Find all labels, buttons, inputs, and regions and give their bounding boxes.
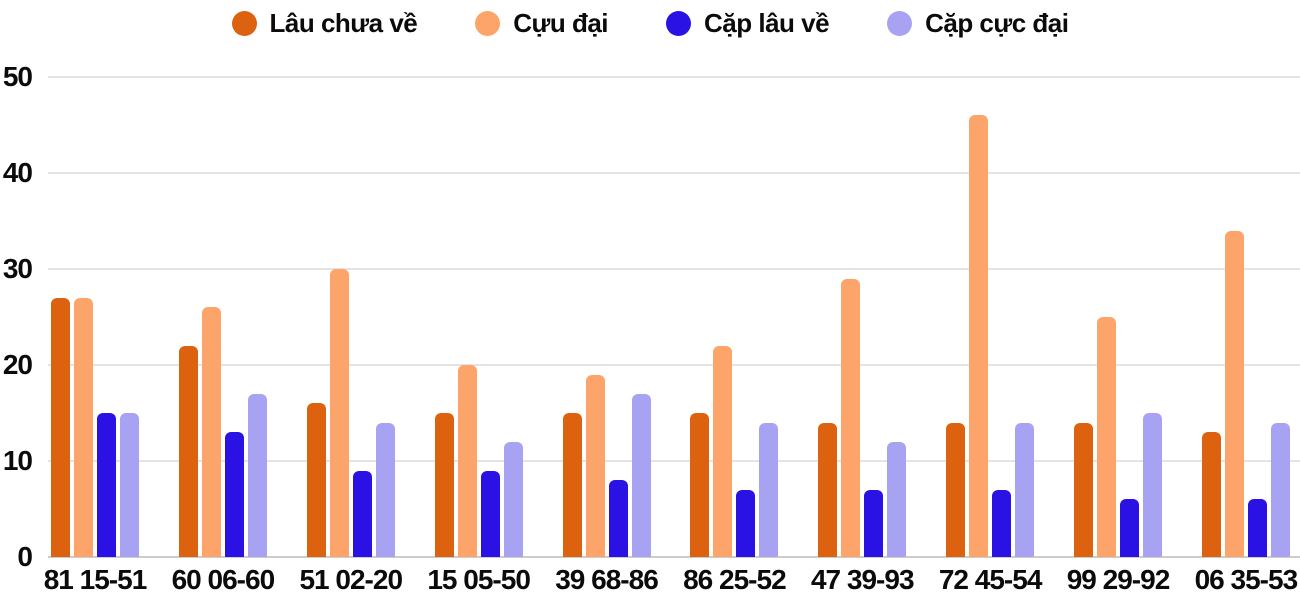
gridline: [48, 268, 1300, 270]
bar: [503, 441, 523, 557]
bar: [178, 345, 198, 557]
bar: [841, 278, 861, 557]
bar: [713, 345, 733, 557]
y-tick-label: 40: [2, 157, 33, 188]
bar: [690, 413, 710, 557]
x-axis-label: 99 29-92: [1066, 564, 1171, 595]
gridline: [48, 364, 1300, 366]
legend-dot: [666, 11, 692, 36]
bar-group: 51 02-20: [299, 77, 403, 595]
legend-item: Cựu đại: [475, 8, 609, 39]
bar-group: 15 05-50: [427, 77, 531, 595]
bar: [818, 422, 838, 557]
y-tick-label: 0: [17, 541, 33, 572]
bar-group: 60 06-60: [172, 77, 275, 595]
legend-label: Cặp lâu về: [704, 8, 830, 38]
bar: [74, 297, 93, 557]
bar: [51, 297, 70, 557]
x-axis-label: 47 39-93: [810, 564, 915, 595]
bar: [631, 393, 651, 557]
bar: [201, 307, 221, 557]
bar: [1120, 499, 1139, 557]
legend-dot: [231, 11, 257, 36]
bar: [1224, 230, 1244, 557]
bar-group: 06 35-53: [1195, 77, 1298, 595]
x-axis-label: 15 05-50: [427, 564, 531, 595]
bar: [1201, 432, 1221, 557]
x-axis-label: 72 45-54: [938, 564, 1043, 595]
bar-group: 47 39-93: [811, 77, 915, 595]
legend-dot: [887, 11, 913, 36]
gridline: [48, 460, 1300, 462]
y-tick-label: 30: [2, 253, 33, 284]
y-tick-label: 10: [2, 445, 33, 476]
bar: [1015, 422, 1035, 557]
bar-group: 81 15-51: [44, 77, 147, 595]
bar-groups: 81 15-51 60 06-60 51 02-20 15 05-50 39 68-86…: [44, 77, 1300, 595]
x-axis-label: 81 15-51: [43, 564, 148, 595]
bar: [1097, 317, 1116, 557]
bar: [887, 441, 907, 557]
legend-label: Lâu chưa về: [269, 8, 418, 38]
x-axis-label: 51 02-20: [299, 564, 403, 595]
legend-item: Lâu chưa về: [231, 8, 418, 39]
bar: [457, 365, 477, 557]
legend-item: Cặp lâu về: [666, 8, 830, 39]
bar-group: 99 29-92: [1067, 77, 1170, 595]
bar: [224, 432, 244, 557]
bar: [864, 489, 884, 557]
bar-group: 72 45-54: [939, 77, 1042, 595]
bar: [120, 413, 139, 557]
x-axis-baseline: [48, 556, 1300, 558]
legend-item: Cặp cực đại: [887, 8, 1069, 39]
bar: [1247, 499, 1267, 557]
legend-dot: [475, 11, 501, 36]
bar: [480, 470, 500, 557]
bar: [562, 413, 582, 557]
bar: [352, 470, 372, 557]
bar: [247, 393, 267, 557]
x-axis-label: 86 25-52: [683, 564, 787, 595]
bar: [585, 374, 605, 557]
bar: [759, 422, 779, 557]
gridline: [48, 76, 1300, 78]
bar-group: 86 25-52: [683, 77, 787, 595]
bar: [992, 489, 1012, 557]
legend-label: Cựu đại: [513, 8, 609, 38]
x-axis-label: 39 68-86: [555, 564, 659, 595]
x-axis-label: 06 35-53: [1194, 564, 1299, 595]
bar: [608, 480, 628, 557]
bar: [969, 115, 989, 557]
y-tick-label: 20: [2, 349, 33, 380]
bar: [736, 489, 756, 557]
bar: [306, 403, 326, 557]
bar-group: 39 68-86: [555, 77, 659, 595]
bar: [97, 413, 116, 557]
bar: [329, 269, 349, 557]
x-axis-label: 60 06-60: [171, 564, 276, 595]
bar: [1074, 422, 1093, 557]
legend: Lâu chưa về Cựu đại Cặp lâu về Cặp cực đại: [0, 8, 1300, 39]
bar: [375, 422, 395, 557]
y-tick-label: 50: [2, 61, 33, 92]
gridline: [48, 172, 1300, 174]
legend-label: Cặp cực đại: [925, 8, 1069, 38]
bar: [946, 422, 966, 557]
bar: [434, 413, 454, 557]
bar: [1270, 422, 1290, 557]
bar: [1143, 413, 1162, 557]
